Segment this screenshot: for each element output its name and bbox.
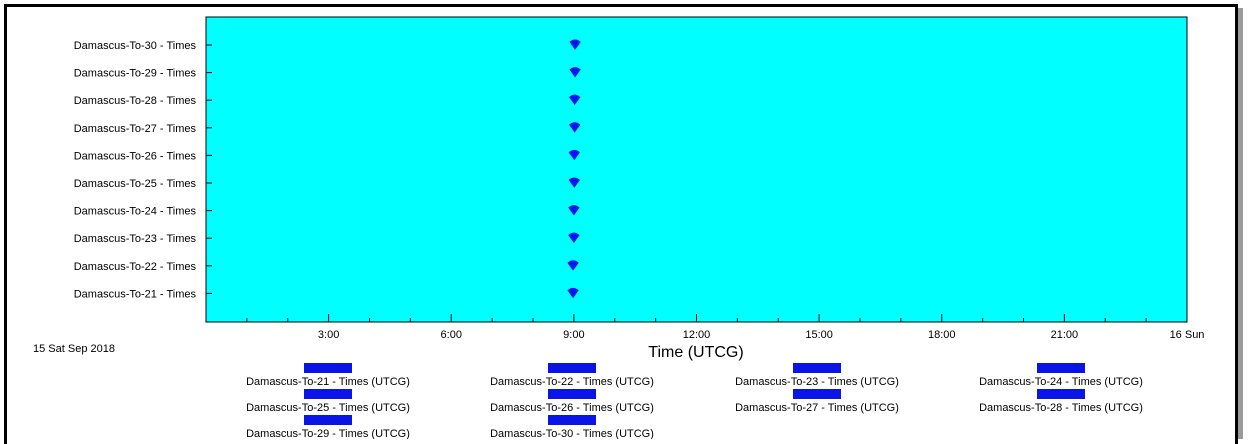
y-tick-label: Damascus-To-22 - Times [74, 261, 197, 273]
y-tick-label: Damascus-To-29 - Times [74, 68, 197, 80]
x-axis-ticks [246, 314, 1147, 322]
legend-label: Damascus-To-29 - Times (UTCG) [246, 428, 410, 439]
frame-shadow [1238, 8, 1243, 439]
x-tick-label: 15:00 [805, 329, 833, 341]
legend-swatch [304, 363, 352, 373]
x-tick-label: 18:00 [928, 329, 956, 341]
y-tick-label: Damascus-To-28 - Times [74, 95, 197, 107]
legend-swatch [548, 389, 596, 399]
event-marker [568, 177, 580, 188]
legend: Damascus-To-21 - Times (UTCG) Damascus-To… [246, 363, 1143, 439]
x-axis-title: Time (UTCG) [648, 344, 743, 361]
legend-swatch [793, 363, 841, 373]
x-axis-labels: 3:00 6:00 9:00 12:00 15:00 18:00 21:00 16 Sun [318, 329, 1205, 341]
x-tick-label: 9:00 [563, 329, 584, 341]
y-tick-label: Damascus-To-27 - Times [74, 123, 197, 135]
legend-swatch [793, 389, 841, 399]
event-marker [567, 287, 579, 299]
event-marker [567, 260, 579, 271]
legend-label: Damascus-To-28 - Times (UTCG) [979, 402, 1143, 414]
legend-label: Damascus-To-24 - Times (UTCG) [979, 376, 1143, 388]
event-marker [568, 232, 580, 244]
x-tick-label: 21:00 [1051, 329, 1079, 341]
y-axis-labels: Damascus-To-21 - Times Damascus-To-22 - T… [74, 40, 197, 300]
legend-label: Damascus-To-26 - Times (UTCG) [490, 402, 654, 414]
plot-area [205, 16, 1188, 323]
x-tick-label: 3:00 [318, 329, 339, 341]
y-tick-label: Damascus-To-30 - Times [74, 40, 197, 52]
start-date-label: 15 Sat Sep 2018 [33, 343, 115, 355]
legend-swatch [548, 363, 596, 373]
event-marker [568, 205, 580, 216]
legend-swatch [1037, 389, 1085, 399]
y-axis-ticks [206, 44, 212, 294]
y-tick-label: Damascus-To-21 - Times [74, 288, 197, 300]
legend-label: Damascus-To-22 - Times (UTCG) [490, 376, 654, 388]
x-tick-label: 16 Sun [1170, 329, 1205, 341]
x-tick-label: 12:00 [683, 329, 711, 341]
legend-swatch [548, 415, 596, 425]
y-tick-label: Damascus-To-25 - Times [74, 178, 197, 190]
y-tick-label: Damascus-To-23 - Times [74, 233, 197, 245]
event-marker [569, 94, 581, 106]
legend-label: Damascus-To-27 - Times (UTCG) [735, 402, 899, 414]
legend-label: Damascus-To-21 - Times (UTCG) [246, 376, 410, 388]
event-marker [569, 67, 581, 78]
event-markers [567, 39, 581, 299]
event-marker [569, 122, 581, 133]
legend-swatch [1037, 363, 1085, 373]
y-tick-label: Damascus-To-26 - Times [74, 150, 197, 162]
legend-label: Damascus-To-25 - Times (UTCG) [246, 402, 410, 414]
legend-label: Damascus-To-30 - Times (UTCG) [490, 428, 654, 439]
x-tick-label: 6:00 [441, 329, 462, 341]
legend-swatch [304, 389, 352, 399]
y-tick-label: Damascus-To-24 - Times [74, 206, 197, 218]
event-marker [568, 149, 580, 161]
legend-swatch [304, 415, 352, 425]
legend-label: Damascus-To-23 - Times (UTCG) [735, 376, 899, 388]
event-marker [569, 39, 581, 50]
